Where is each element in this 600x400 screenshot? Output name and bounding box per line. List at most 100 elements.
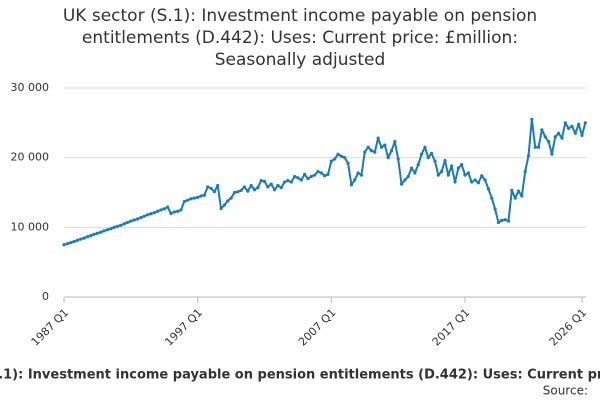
data-point: [480, 174, 484, 178]
data-point: [309, 174, 313, 179]
data-point: [303, 172, 307, 176]
data-point: [125, 220, 130, 225]
data-point: [520, 194, 524, 198]
data-point: [500, 218, 504, 222]
data-point: [105, 228, 110, 232]
data-point: [496, 220, 501, 225]
data-point: [446, 173, 450, 177]
data-point: [209, 186, 213, 190]
data-point: [560, 136, 564, 140]
data-point: [409, 166, 414, 170]
data-point: [65, 242, 69, 246]
data-point: [112, 225, 116, 229]
data-point: [323, 174, 327, 178]
data-point: [196, 195, 200, 199]
source-text: Source:: [543, 384, 588, 398]
data-point: [242, 185, 247, 189]
data-point: [176, 209, 180, 213]
chart-title: entitlements (D.442): Uses: Current pric…: [82, 28, 518, 48]
data-point: [319, 171, 323, 175]
footer-text: UK sector (S.1): Investment income payab…: [0, 368, 600, 383]
data-point: [573, 131, 577, 135]
data-point: [306, 176, 310, 181]
data-point: [460, 163, 464, 167]
data-point: [473, 178, 477, 182]
data-point: [553, 135, 557, 139]
data-point: [433, 159, 437, 163]
data-point: [206, 185, 210, 189]
data-point: [376, 136, 380, 140]
x-tick-label: 2017 Q1: [430, 306, 473, 349]
data-point: [399, 182, 404, 186]
data-point: [132, 218, 136, 222]
data-point: [129, 219, 133, 223]
data-point: [186, 198, 190, 202]
data-point: [563, 121, 567, 125]
x-tick-label: 1987 Q1: [29, 306, 72, 349]
data-point: [166, 205, 170, 209]
data-point: [299, 178, 303, 182]
x-tick-label: 2026 Q1: [547, 306, 590, 349]
data-point: [145, 213, 150, 217]
data-point: [466, 171, 470, 175]
data-point: [453, 180, 457, 184]
data-point: [349, 183, 354, 187]
data-point: [476, 181, 480, 185]
data-point: [336, 152, 340, 156]
data-point: [262, 179, 267, 183]
data-point: [463, 173, 467, 177]
data-point: [182, 199, 186, 204]
data-point: [550, 152, 554, 156]
data-point: [122, 222, 126, 226]
data-point: [386, 156, 390, 160]
data-point: [92, 232, 96, 236]
data-point: [373, 150, 377, 154]
data-point: [369, 149, 374, 153]
chart-title: Seasonally adjusted: [215, 50, 386, 70]
data-point: [389, 149, 394, 153]
data-point: [493, 207, 497, 211]
data-point: [359, 173, 364, 177]
data-point: [313, 173, 317, 177]
data-point: [279, 186, 283, 190]
data-point: [252, 188, 257, 192]
data-point: [256, 186, 260, 190]
data-point: [236, 190, 240, 194]
data-point: [155, 209, 160, 213]
data-point: [426, 156, 430, 160]
data-point: [316, 170, 320, 174]
data-point: [232, 190, 237, 195]
data-point: [179, 208, 183, 212]
data-point: [75, 238, 79, 242]
data-point: [192, 196, 196, 200]
data-point: [540, 128, 544, 132]
data-point: [289, 180, 293, 184]
data-point: [436, 173, 440, 177]
data-point: [109, 227, 113, 231]
data-point: [239, 188, 243, 193]
data-point: [523, 170, 527, 174]
data-point: [419, 152, 424, 156]
y-tick-label: 10 000: [11, 220, 50, 233]
data-point: [82, 236, 86, 240]
data-point: [89, 234, 93, 238]
data-point: [577, 122, 581, 126]
data-point: [543, 135, 547, 139]
data-point: [202, 193, 206, 197]
y-tick-label: 20 000: [11, 151, 50, 164]
x-tick-label: 2007 Q1: [296, 306, 339, 349]
data-point: [483, 178, 487, 182]
data-point: [450, 164, 454, 168]
data-point: [249, 183, 253, 188]
data-point: [212, 190, 216, 194]
data-point: [79, 237, 83, 241]
data-point: [503, 218, 507, 222]
data-point: [379, 145, 384, 149]
data-point: [259, 179, 263, 183]
data-point: [142, 214, 146, 218]
data-point: [456, 166, 460, 170]
data-point: [557, 131, 561, 135]
data-point: [533, 145, 537, 149]
data-point: [119, 223, 123, 227]
data-point: [403, 178, 407, 182]
